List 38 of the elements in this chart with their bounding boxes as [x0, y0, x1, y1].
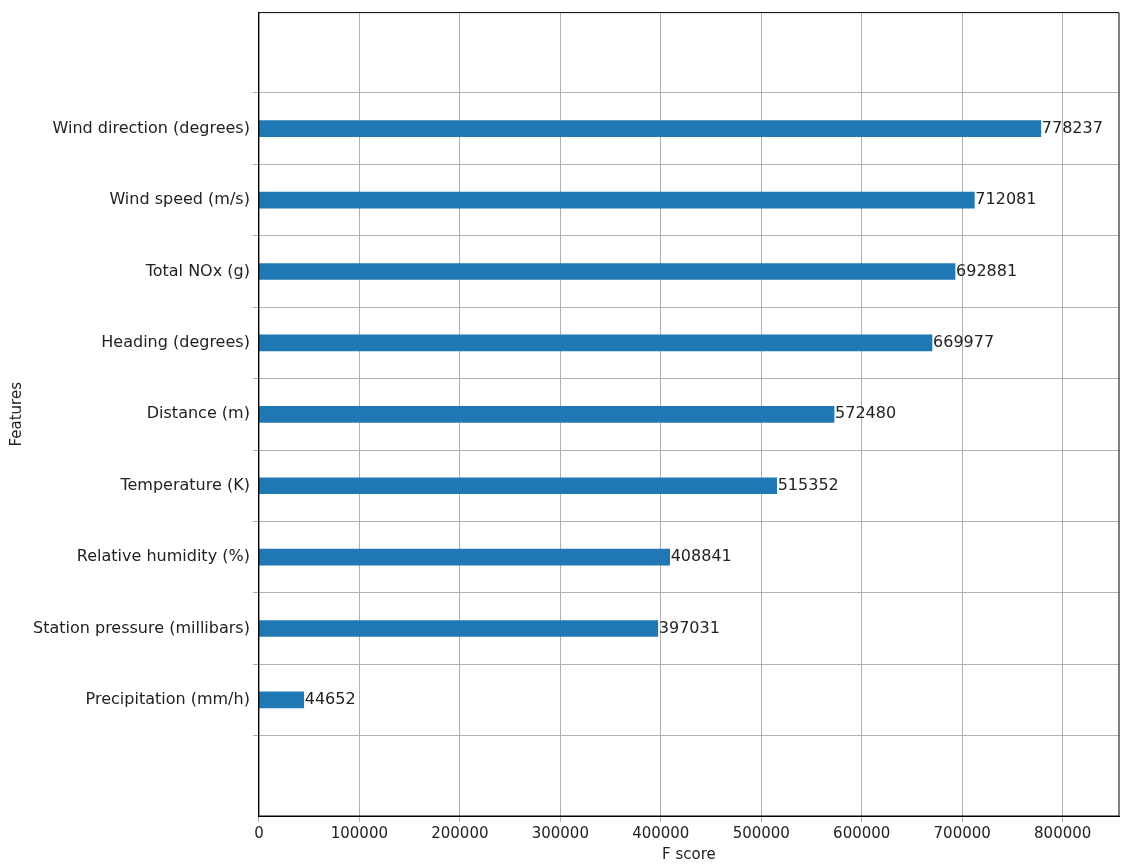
y-tick-label: Station pressure (millibars) [33, 617, 250, 637]
data-label: 572480 [835, 403, 897, 423]
bar [259, 477, 778, 495]
data-label: 712081 [975, 189, 1037, 209]
x-tick-label: 400000 [632, 823, 690, 842]
data-label: 408841 [670, 546, 732, 566]
data-label: 44652 [304, 689, 356, 709]
data-label: 778237 [1041, 117, 1103, 137]
data-label: 397031 [658, 617, 720, 637]
x-tick-label: 500000 [732, 823, 790, 842]
y-tick-label: Distance (m) [146, 403, 250, 423]
y-axis-title: Features [6, 381, 25, 447]
bar [259, 191, 975, 209]
data-label: 515352 [777, 474, 839, 494]
bar [259, 263, 956, 280]
y-tick-label: Precipitation (mm/h) [85, 689, 250, 709]
x-tick-label: 600000 [833, 823, 891, 842]
x-tick-label: 700000 [933, 823, 991, 842]
data-label: 669977 [933, 332, 995, 352]
y-tick-label: Heading (degrees) [101, 332, 250, 352]
bar [259, 334, 933, 352]
y-tick-label: Temperature (K) [119, 474, 250, 494]
bar [259, 548, 670, 566]
x-tick-label: 0 [254, 823, 264, 842]
bar [259, 405, 835, 423]
bar [259, 120, 1042, 137]
x-tick-label: 300000 [531, 823, 589, 842]
x-axis-title: F score [662, 844, 716, 863]
y-tick-label: Wind direction (degrees) [52, 117, 250, 137]
x-tick-label: 200000 [431, 823, 489, 842]
data-label: 692881 [956, 260, 1018, 280]
x-tick-label: 800000 [1034, 823, 1092, 842]
bar [259, 620, 659, 637]
x-tick-label: 100000 [330, 823, 388, 842]
y-tick-label: Total NOx (g) [144, 260, 250, 280]
bar [259, 691, 305, 709]
y-tick-label: Wind speed (m/s) [109, 189, 250, 209]
y-tick-label: Relative humidity (%) [76, 546, 250, 566]
